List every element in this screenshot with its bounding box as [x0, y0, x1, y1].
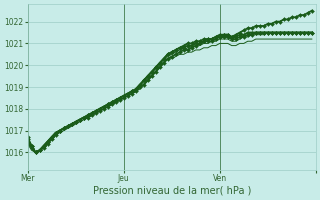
X-axis label: Pression niveau de la mer( hPa ): Pression niveau de la mer( hPa ): [92, 186, 251, 196]
